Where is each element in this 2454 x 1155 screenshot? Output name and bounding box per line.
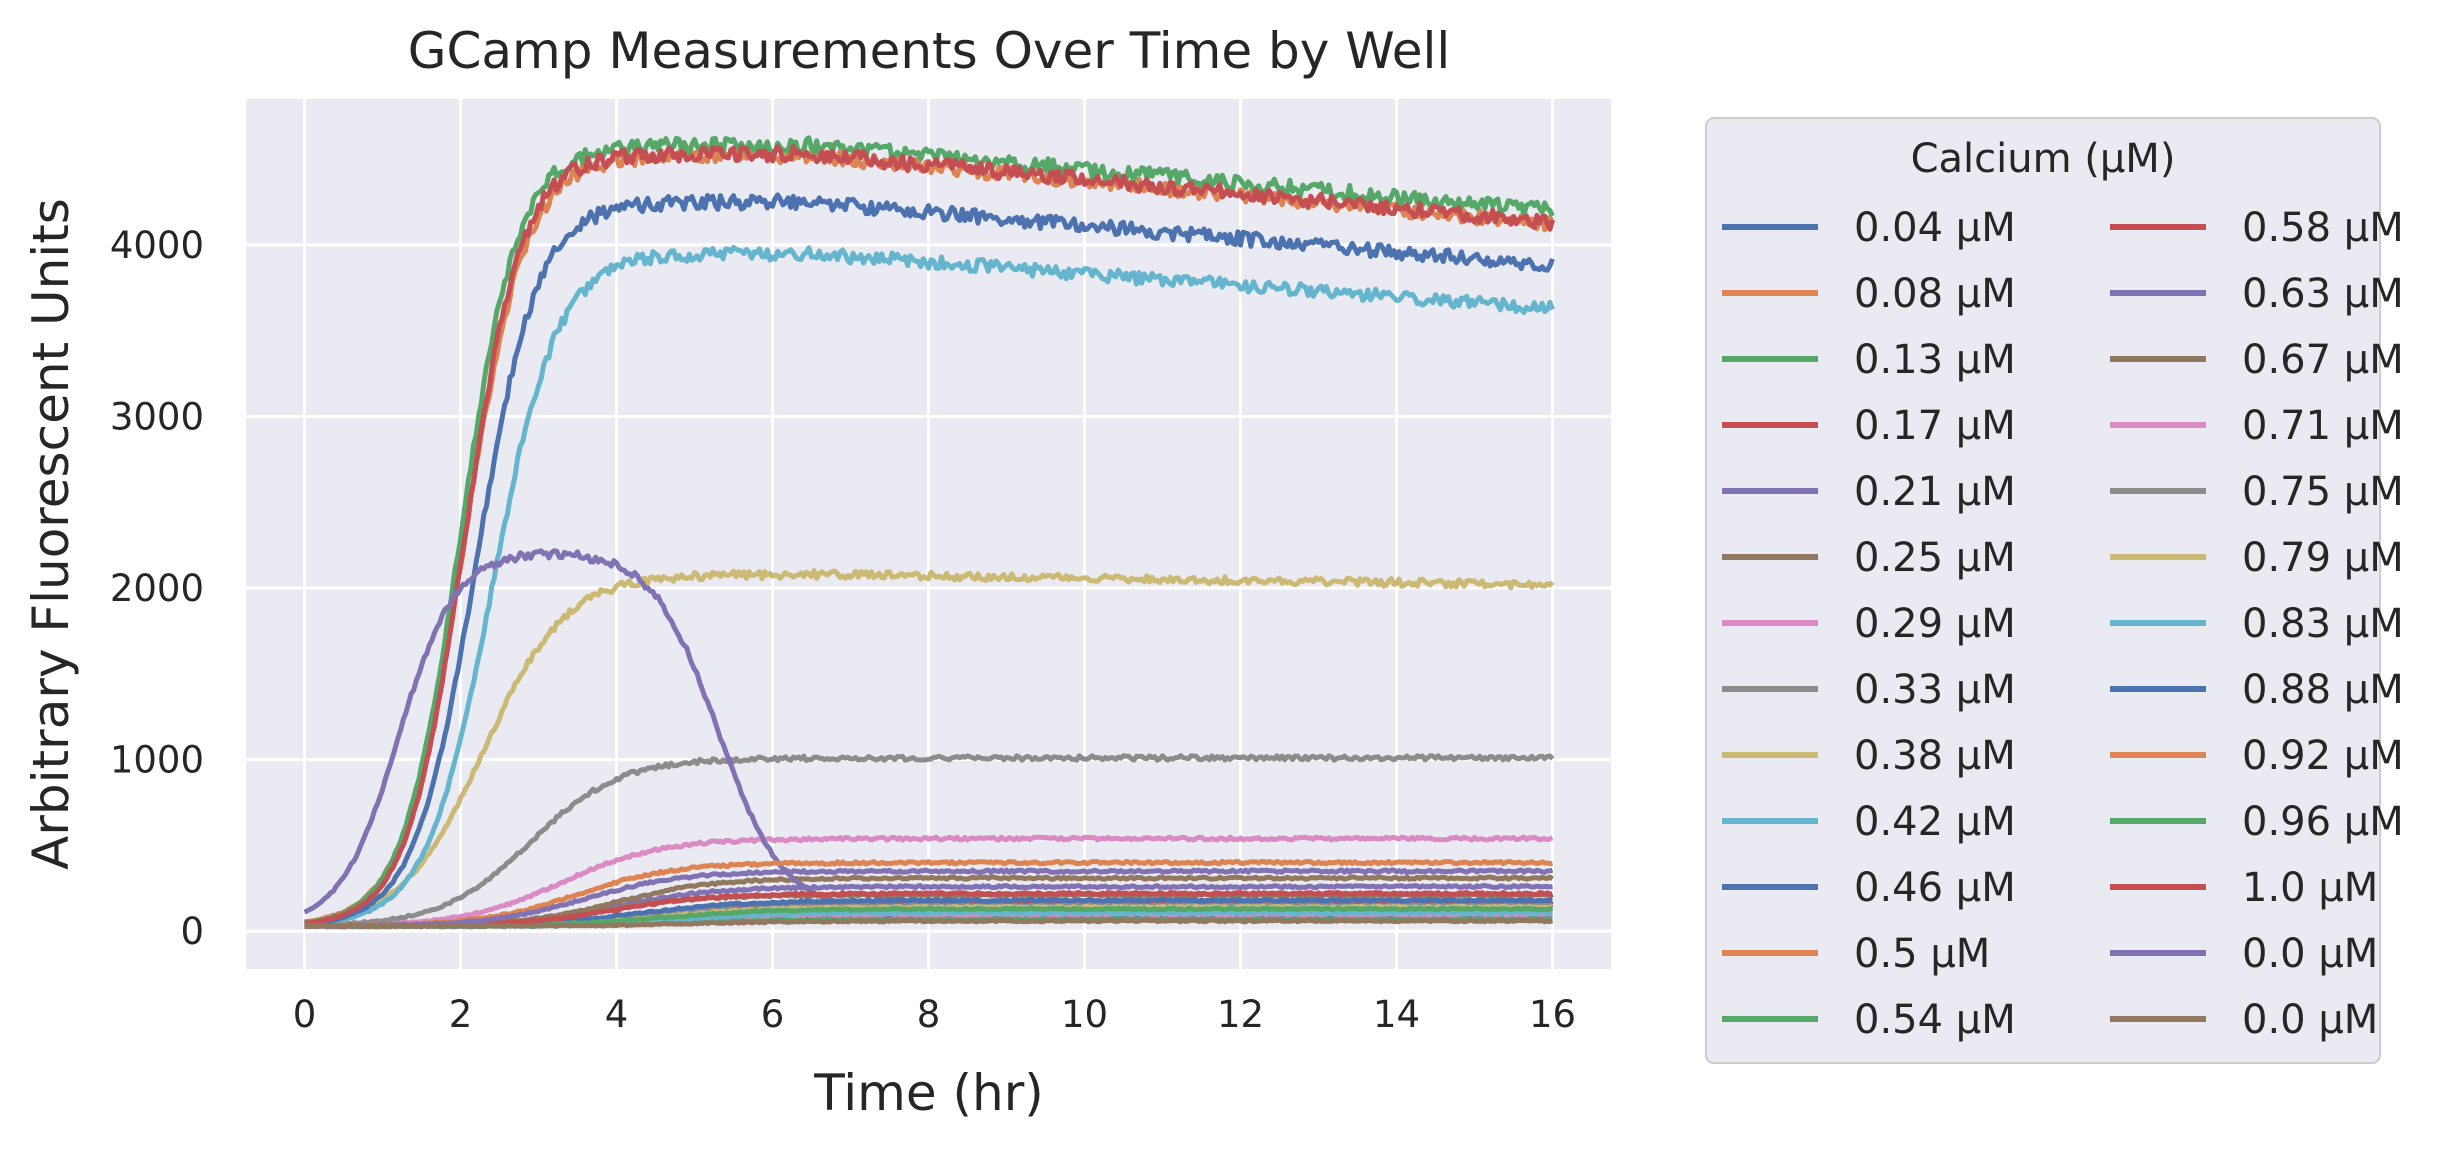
legend-label: 0.88 μM <box>2242 667 2404 713</box>
legend-label: 0.92 μM <box>2242 733 2404 779</box>
x-tick-label: 4 <box>605 993 629 1036</box>
legend-label: 0.54 μM <box>1854 997 2016 1043</box>
legend-label: 0.21 μM <box>1854 469 2016 515</box>
legend-items: 0.04 μM 0.08 μM 0.13 μM 0.17 μM 0.21 μM 0.25 … <box>1722 205 2404 1043</box>
legend-label: 0.46 μM <box>1854 865 2016 911</box>
y-tick-label: 0 <box>180 910 204 953</box>
series-line <box>304 834 1554 929</box>
legend-label: 0.38 μM <box>1854 733 2016 779</box>
series-line <box>304 917 1554 930</box>
legend-label: 0.08 μM <box>1854 271 2016 317</box>
x-tick-label: 6 <box>761 993 785 1036</box>
y-tick-label: 1000 <box>110 739 204 782</box>
legend-label: 0.67 μM <box>2242 337 2404 383</box>
series-line <box>304 867 1554 929</box>
legend-label: 0.83 μM <box>2242 601 2404 647</box>
legend: Calcium (μM) 0.04 μM 0.08 μM 0.13 μM 0.17 μ… <box>1705 117 2404 1064</box>
x-tick-label: 10 <box>1061 993 1108 1036</box>
y-tick-labels: 0 1000 2000 3000 4000 <box>110 224 204 953</box>
legend-label: 0.25 μM <box>1854 535 2016 581</box>
series-line <box>304 244 1555 927</box>
series-line <box>304 890 1554 930</box>
series-line <box>304 568 1555 925</box>
y-tick-label: 4000 <box>110 224 204 267</box>
x-tick-label: 2 <box>449 993 473 1036</box>
x-axis-label: Time (hr) <box>813 1064 1044 1122</box>
legend-label: 0.29 μM <box>1854 601 2016 647</box>
series-line <box>304 192 1555 926</box>
y-axis-label: Arbitrary Fluorescent Units <box>22 198 80 870</box>
legend-label: 0.58 μM <box>2242 205 2404 251</box>
legend-label: 0.75 μM <box>2242 469 2404 515</box>
legend-label: 0.0 μM <box>2242 997 2378 1043</box>
x-tick-label: 8 <box>917 993 941 1036</box>
legend-label: 0.71 μM <box>2242 403 2404 449</box>
legend-label: 0.63 μM <box>2242 271 2404 317</box>
x-tick-label: 14 <box>1373 993 1420 1036</box>
series-line <box>304 144 1555 926</box>
series-lines <box>303 135 1555 930</box>
legend-label: 0.04 μM <box>1854 205 2016 251</box>
x-tick-label: 16 <box>1529 993 1576 1036</box>
y-tick-label: 2000 <box>110 567 204 610</box>
legend-label: 0.17 μM <box>1854 403 2016 449</box>
x-tick-label: 0 <box>293 993 317 1036</box>
legend-box <box>1705 117 2381 1064</box>
x-tick-labels: 0 2 4 6 8 10 12 14 16 <box>293 993 1576 1036</box>
x-tick-label: 12 <box>1217 993 1264 1036</box>
chart-title: GCamp Measurements Over Time by Well <box>408 22 1451 80</box>
legend-label: 0.0 μM <box>2242 931 2378 977</box>
legend-label: 0.42 μM <box>1854 799 2016 845</box>
series-line <box>304 753 1555 928</box>
legend-label: 1.0 μM <box>2242 865 2378 911</box>
legend-title: Calcium (μM) <box>1911 136 2176 182</box>
legend-label: 0.5 μM <box>1854 931 1990 977</box>
legend-label: 0.33 μM <box>1854 667 2016 713</box>
legend-label: 0.13 μM <box>1854 337 2016 383</box>
y-tick-label: 3000 <box>110 395 204 438</box>
legend-label: 0.96 μM <box>2242 799 2404 845</box>
legend-label: 0.79 μM <box>2242 535 2404 581</box>
